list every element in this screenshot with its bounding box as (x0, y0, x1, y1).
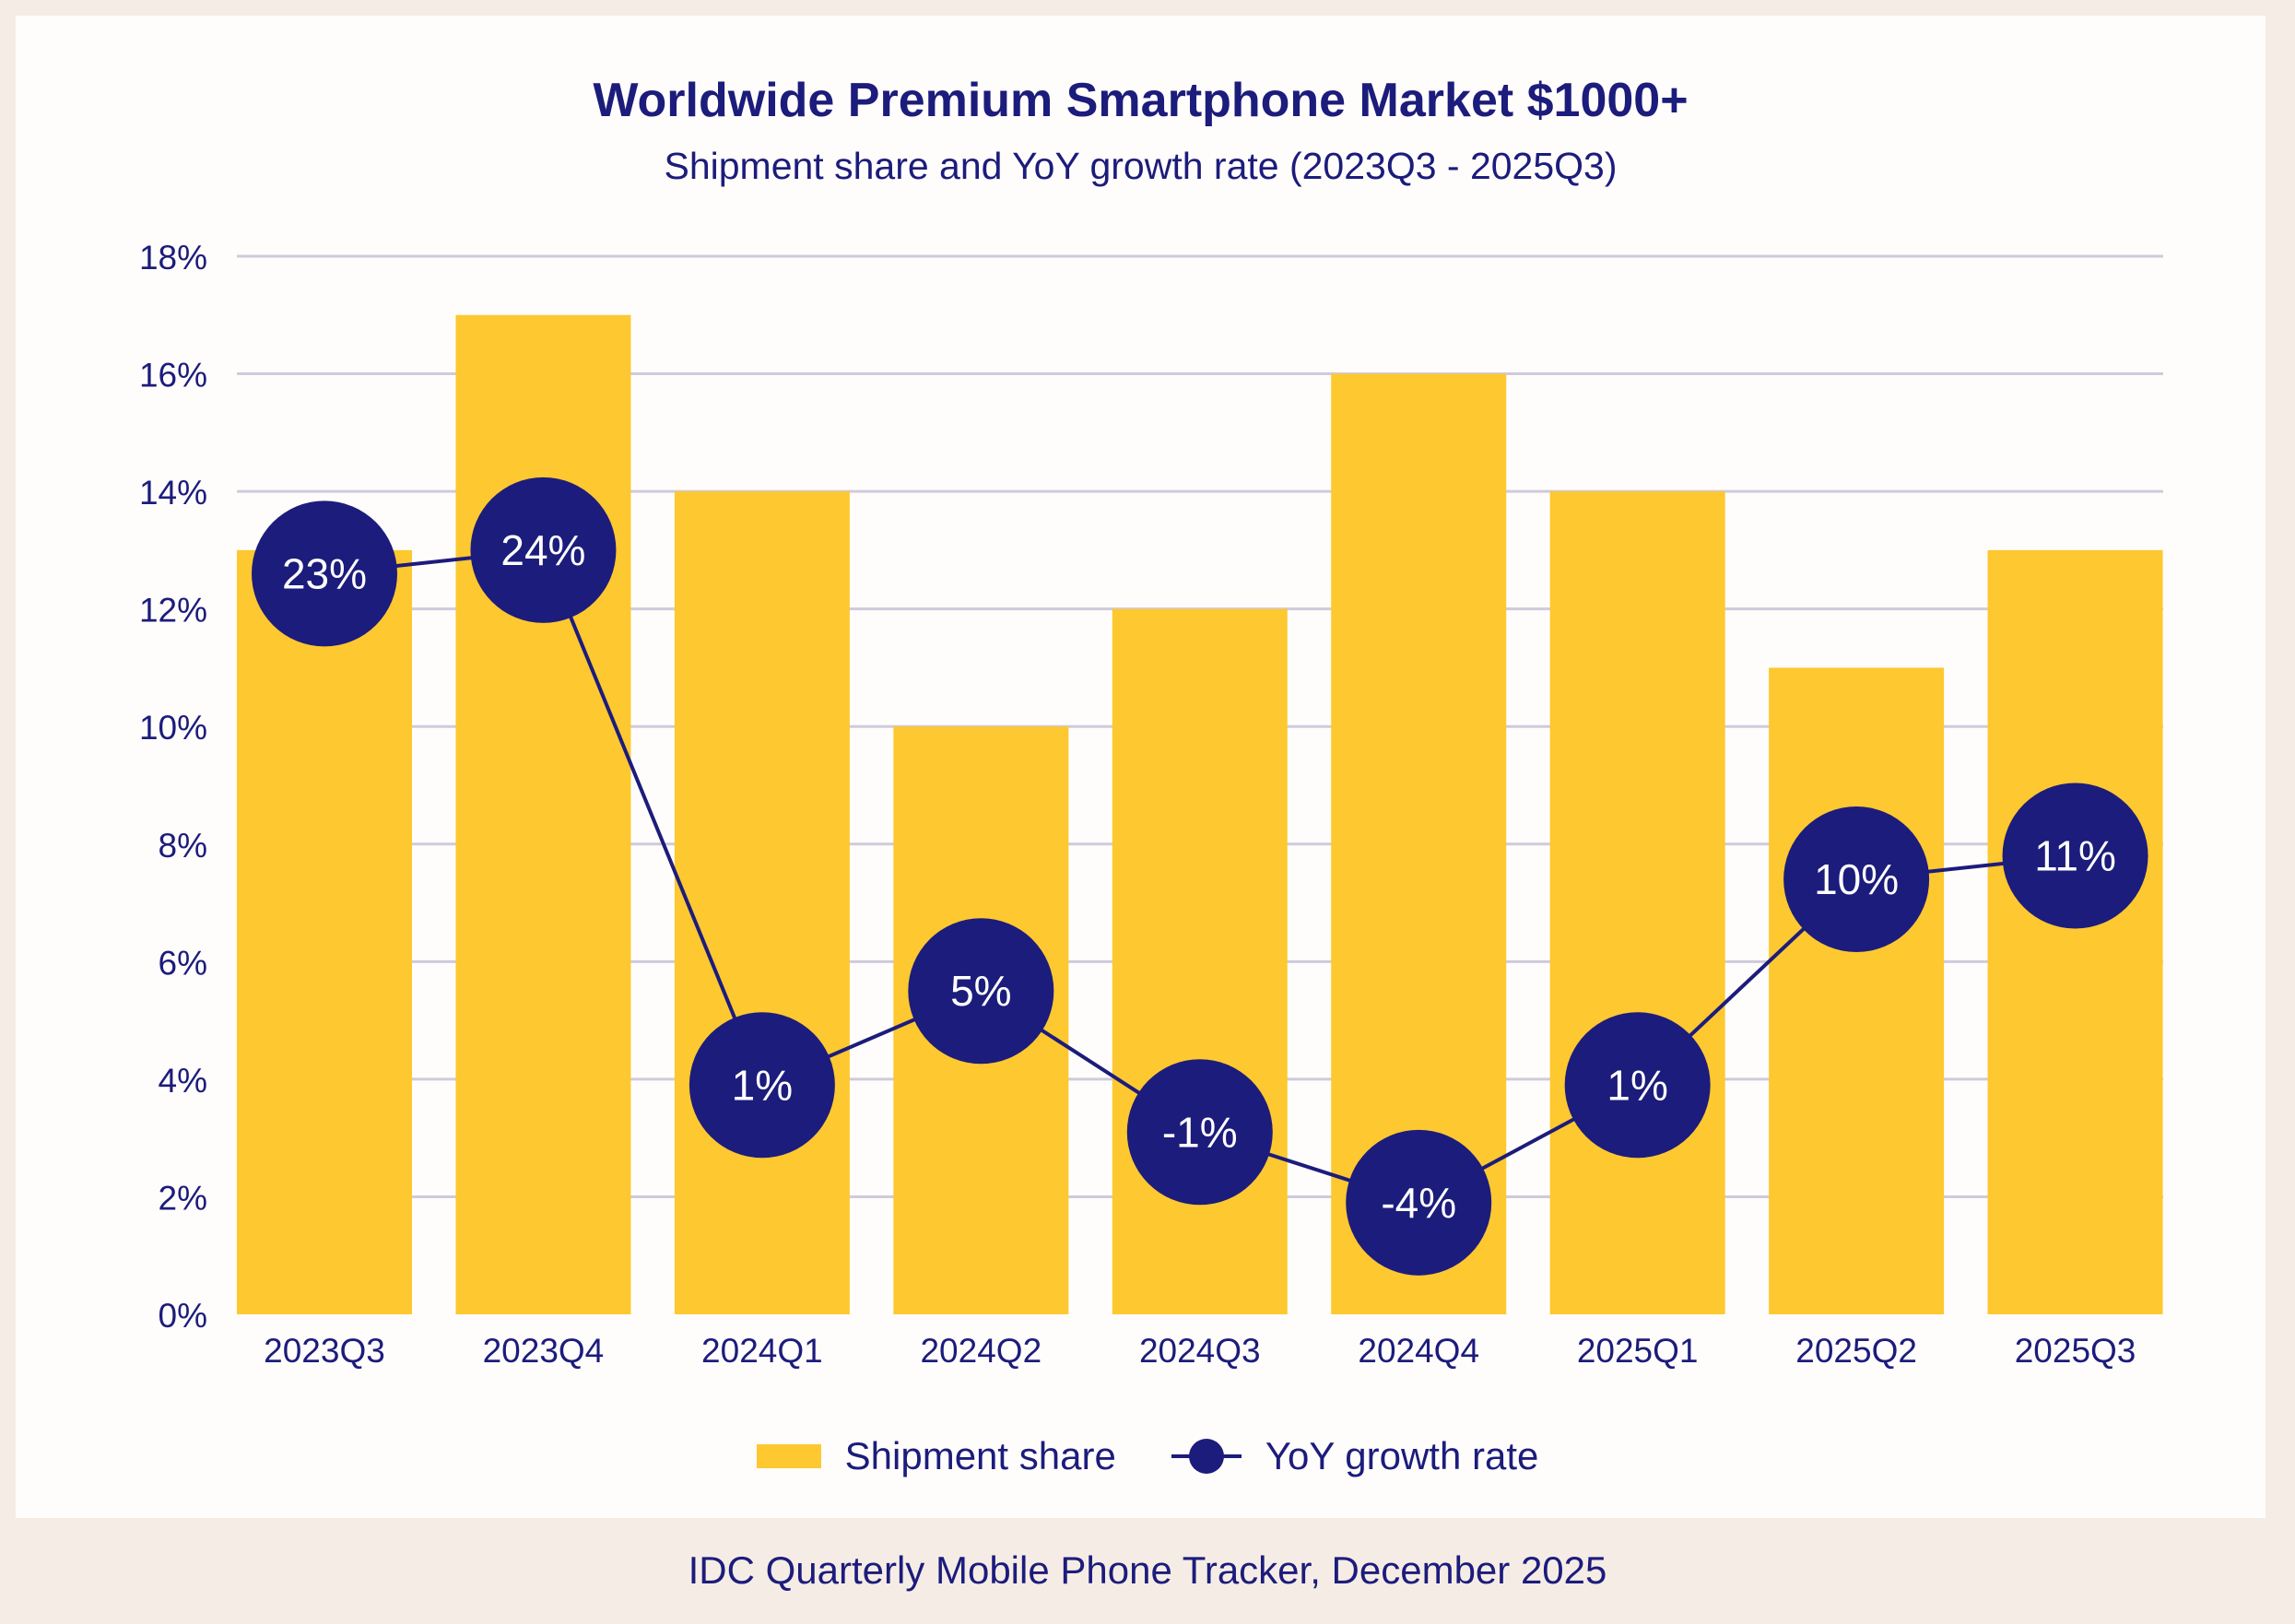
growth-point-label: -4% (1381, 1179, 1456, 1227)
growth-point-label: 1% (1606, 1061, 1667, 1109)
bar-2024Q1 (674, 491, 850, 1314)
x-tick-label: 2023Q4 (483, 1332, 605, 1370)
growth-point-label: 1% (732, 1061, 793, 1109)
line-marker-icon (1171, 1433, 1242, 1479)
bar-2024Q3 (1112, 608, 1288, 1314)
x-tick-label: 2024Q2 (920, 1332, 1042, 1370)
growth-point (1564, 1012, 1711, 1159)
growth-point-label: 10% (1814, 855, 1899, 903)
legend-label: Shipment share (844, 1434, 1116, 1477)
legend-item-shipment-share: Shipment share (756, 1434, 1116, 1478)
legend-item-yoy-growth: YoY growth rate (1171, 1433, 1539, 1479)
growth-point (1783, 806, 1930, 953)
y-axis-ticks: 0% 2% 4% 6% 8% 10% 12% 14% 16% 18% (139, 239, 207, 1335)
bar-swatch-icon (756, 1444, 821, 1468)
y-tick-label: 4% (159, 1062, 207, 1100)
x-tick-label: 2025Q2 (1795, 1332, 1917, 1370)
growth-point (2002, 783, 2148, 929)
x-tick-label: 2024Q1 (701, 1332, 823, 1370)
growth-point (1346, 1129, 1492, 1276)
growth-point (688, 1012, 835, 1159)
x-tick-label: 2023Q3 (264, 1332, 385, 1370)
y-tick-label: 18% (139, 239, 207, 277)
growth-point (470, 477, 617, 623)
legend: Shipment share YoY growth rate (0, 1433, 2295, 1479)
y-tick-label: 8% (159, 827, 207, 865)
bar-2025Q2 (1769, 667, 1945, 1314)
growth-point-label: 5% (950, 967, 1011, 1015)
bars (237, 314, 2163, 1314)
growth-point-label: 24% (500, 526, 585, 574)
legend-label: YoY growth rate (1265, 1434, 1539, 1477)
chart-subtitle: Shipment share and YoY growth rate (2023… (664, 145, 1618, 187)
y-tick-label: 10% (139, 709, 207, 747)
growth-point-label: 11% (2034, 832, 2116, 880)
y-tick-label: 16% (139, 357, 207, 394)
bar-2025Q3 (1987, 549, 2163, 1314)
chart-title: Worldwide Premium Smartphone Market $100… (593, 74, 1689, 127)
growth-point (908, 918, 1054, 1065)
y-tick-label: 12% (139, 592, 207, 630)
growth-point (1126, 1059, 1273, 1206)
y-tick-label: 6% (159, 944, 207, 982)
x-tick-label: 2025Q1 (1577, 1332, 1699, 1370)
x-axis-ticks: 2023Q3 2023Q4 2024Q1 2024Q2 2024Q3 2024Q4 2025… (264, 1332, 2136, 1370)
growth-points: 23% 24% 1% 5% -1% -4% 1% 10% 11% (252, 477, 2148, 1276)
growth-point-label: 23% (282, 549, 367, 597)
y-tick-label: 14% (139, 474, 207, 512)
y-tick-label: 0% (159, 1297, 207, 1335)
bar-2025Q1 (1549, 491, 1725, 1314)
x-tick-label: 2025Q3 (2015, 1332, 2136, 1370)
y-tick-label: 2% (159, 1179, 207, 1217)
bar-2023Q4 (455, 314, 631, 1314)
growth-point (252, 500, 397, 647)
x-tick-label: 2024Q3 (1139, 1332, 1261, 1370)
x-tick-label: 2024Q4 (1358, 1332, 1479, 1370)
growth-point-label: -1% (1162, 1108, 1238, 1156)
source-note: IDC Quarterly Mobile Phone Tracker, Dece… (688, 1548, 1607, 1592)
bar-2023Q3 (237, 549, 412, 1314)
